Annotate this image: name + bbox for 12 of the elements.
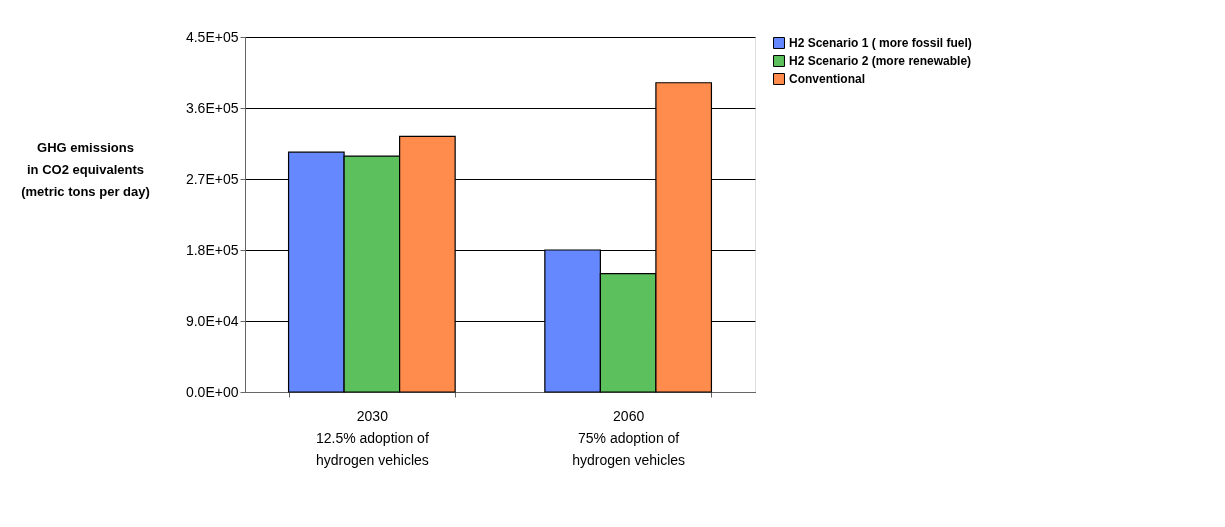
legend-label: Conventional	[789, 72, 866, 86]
legend-label: H2 Scenario 1 ( more fossil fuel)	[789, 36, 972, 50]
y-tick-label: 2.7E+05	[185, 170, 239, 187]
y-tick-label: 9.0E+04	[185, 312, 239, 329]
x-tick-label: 2030 12.5% adoption of hydrogen vehicles	[315, 407, 429, 468]
y-tick-label: 3.6E+05	[185, 99, 239, 116]
y-tick-label: 4.5E+05	[185, 28, 239, 45]
y-axis-title: GHG emissions in CO2 equivalents (metric tons per day)	[21, 139, 150, 199]
legend-label: H2 Scenario 2 (more renewable)	[789, 54, 972, 68]
y-tick-label: 1.8E+05	[185, 241, 239, 258]
x-tick-label: 2060 75% adoption of hydrogen vehicles	[572, 407, 686, 468]
y-tick-label: 0.0E+00	[185, 383, 239, 400]
